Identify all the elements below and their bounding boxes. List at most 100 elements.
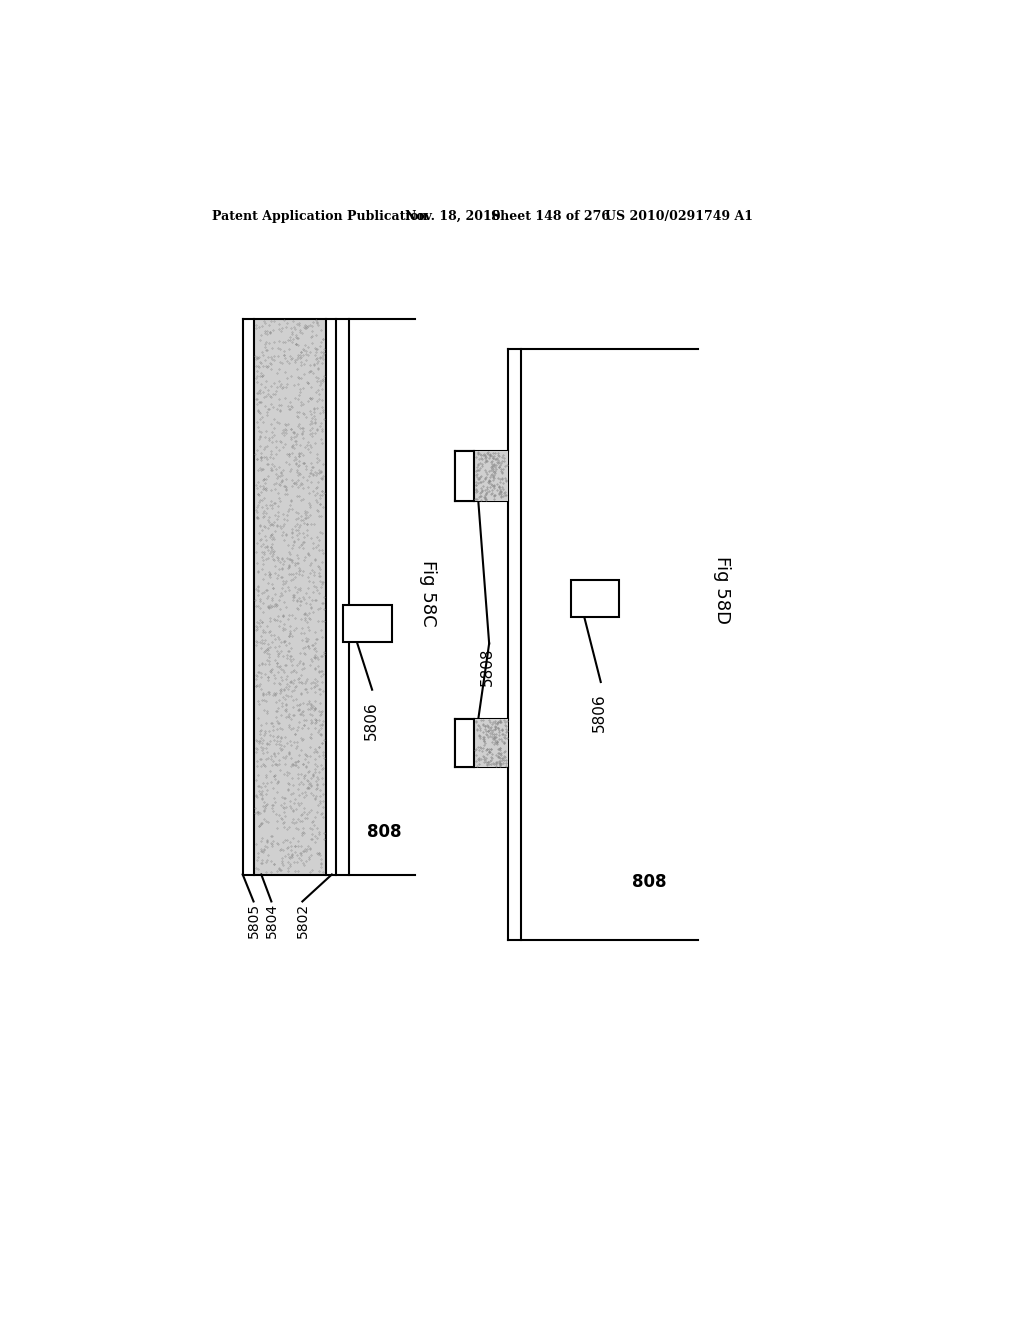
Point [267, 768, 284, 789]
Point [479, 463, 496, 484]
Point [485, 726, 502, 747]
Point [293, 739, 309, 760]
Point [282, 499, 298, 520]
Point [270, 359, 287, 380]
Point [265, 684, 282, 705]
Point [306, 576, 323, 597]
Point [263, 393, 280, 414]
Point [286, 659, 302, 680]
Point [248, 619, 264, 640]
Point [306, 355, 323, 376]
Point [300, 372, 316, 393]
Point [305, 401, 322, 422]
Point [261, 513, 278, 535]
Point [274, 813, 291, 834]
Point [480, 754, 497, 775]
Point [315, 345, 332, 366]
Point [493, 742, 509, 763]
Point [494, 446, 510, 467]
Point [489, 711, 506, 733]
Point [309, 379, 326, 400]
Point [271, 857, 288, 878]
Point [249, 346, 265, 367]
Point [283, 797, 299, 818]
Point [299, 524, 315, 545]
Point [259, 404, 275, 425]
Point [292, 434, 308, 455]
Point [254, 630, 270, 651]
Point [302, 314, 318, 335]
Point [488, 479, 505, 500]
Point [269, 606, 286, 627]
Point [255, 411, 271, 432]
Point [261, 321, 278, 342]
Point [496, 458, 512, 479]
Point [311, 565, 328, 586]
Point [271, 840, 288, 861]
Point [492, 480, 508, 502]
Point [253, 755, 269, 776]
Point [255, 506, 271, 527]
Point [271, 474, 288, 495]
Point [307, 788, 324, 809]
Point [252, 366, 268, 387]
Point [258, 795, 274, 816]
Point [487, 733, 504, 754]
Point [473, 490, 489, 511]
Point [265, 729, 282, 750]
Point [306, 405, 323, 426]
Point [249, 496, 265, 517]
Point [299, 693, 315, 714]
Point [292, 651, 308, 672]
Point [267, 649, 284, 671]
Point [471, 459, 487, 480]
Point [490, 752, 507, 774]
Point [296, 841, 312, 862]
Point [472, 737, 488, 758]
Point [297, 841, 313, 862]
Point [252, 609, 268, 630]
Point [302, 817, 318, 838]
Point [254, 541, 270, 562]
Point [251, 733, 267, 754]
Point [256, 754, 272, 775]
Point [309, 358, 326, 379]
Point [299, 470, 315, 491]
Point [295, 766, 311, 787]
Text: 5805: 5805 [248, 903, 261, 939]
Point [291, 698, 307, 719]
Point [487, 713, 504, 734]
Point [268, 754, 285, 775]
Point [315, 711, 332, 733]
Point [486, 484, 503, 506]
Point [274, 694, 291, 715]
Point [255, 458, 271, 479]
Point [496, 482, 512, 503]
Point [253, 783, 269, 804]
Point [497, 455, 513, 477]
Point [294, 474, 310, 495]
Point [276, 550, 293, 572]
Point [263, 825, 280, 846]
Point [253, 714, 269, 735]
Point [308, 482, 325, 503]
Point [263, 713, 280, 734]
Point [288, 471, 304, 492]
Point [485, 470, 502, 491]
Point [307, 709, 324, 730]
Point [294, 659, 310, 680]
Point [475, 709, 492, 730]
Point [272, 640, 289, 661]
Point [303, 560, 319, 581]
Point [252, 425, 268, 446]
Point [287, 723, 303, 744]
Point [479, 725, 496, 746]
Point [302, 828, 318, 849]
Point [284, 767, 300, 788]
Point [271, 680, 288, 701]
Point [307, 644, 324, 665]
Point [303, 711, 319, 733]
Point [285, 590, 301, 611]
Point [303, 694, 319, 715]
Point [305, 312, 322, 333]
